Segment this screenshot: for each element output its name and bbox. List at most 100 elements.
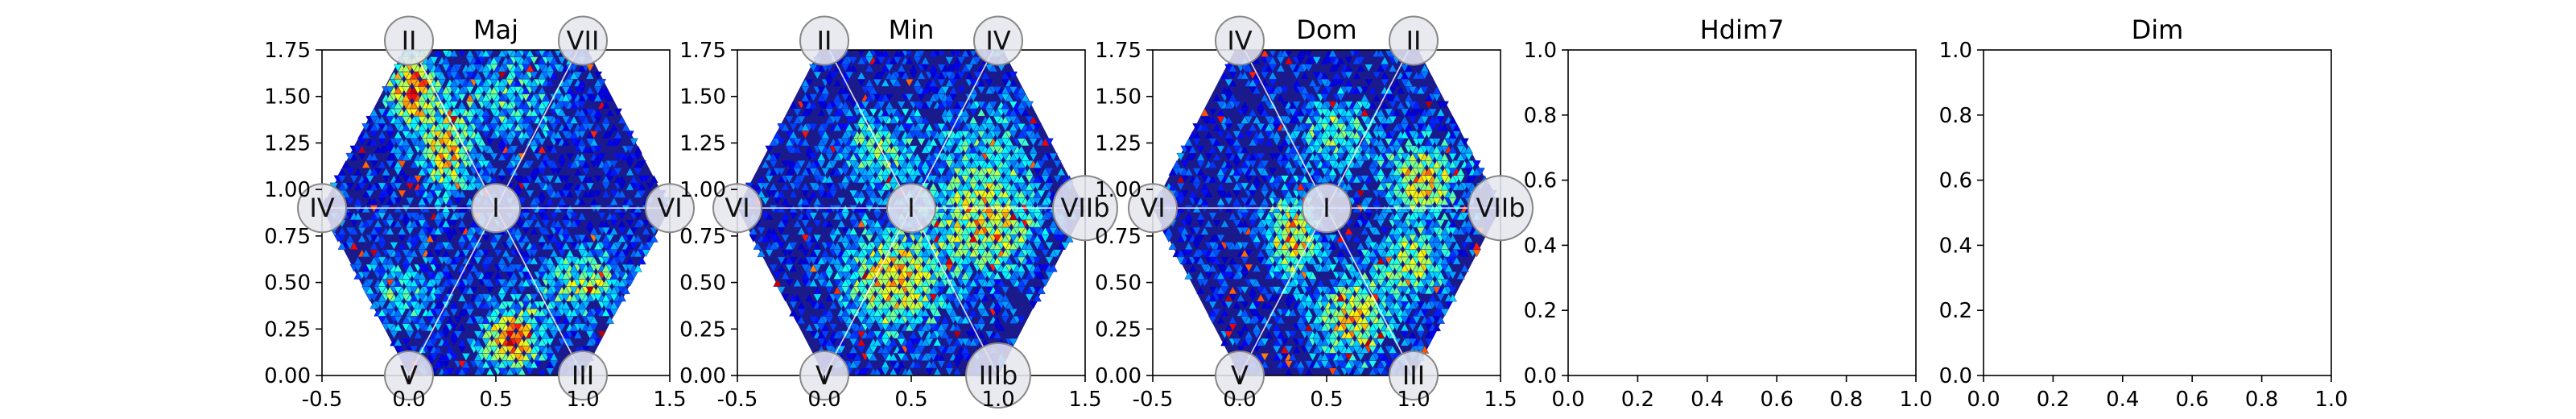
y-tick-label: 1.75: [679, 39, 726, 63]
heatmap-cell: [1045, 242, 1054, 251]
heatmap-cell: [409, 249, 419, 258]
heatmap-cell: [605, 93, 614, 102]
heatmap-cell: [909, 330, 918, 339]
heatmap-cell: [976, 330, 986, 339]
heatmap-cell: [469, 286, 479, 295]
heatmap-cell: [453, 64, 463, 73]
heatmap-cell: [1308, 271, 1318, 280]
heatmap-cell: [1037, 286, 1046, 295]
heatmap-cell: [545, 197, 555, 205]
heatmap-cell: [565, 152, 575, 161]
heatmap-cell: [805, 78, 814, 87]
heatmap-cell: [457, 219, 467, 228]
y-tick-label: 1.75: [264, 39, 311, 63]
heatmap-cell: [909, 64, 918, 73]
heatmap-cell: [813, 234, 822, 243]
chord-node-circle: [384, 15, 434, 66]
heatmap-cell: [561, 226, 571, 235]
heatmap-cell: [793, 293, 802, 302]
heatmap-cell: [405, 323, 415, 332]
heatmap-cell: [1324, 256, 1333, 265]
heatmap-cell: [828, 182, 838, 191]
heatmap-cell: [873, 205, 882, 213]
heatmap-cell: [457, 101, 467, 110]
x-tick-label: 0.0: [392, 388, 425, 412]
chord-node-label: II: [817, 25, 832, 56]
heatmap-cell: [1292, 286, 1302, 295]
heatmap-cell: [549, 71, 559, 80]
y-tick-label: 0.25: [264, 317, 311, 342]
heatmap-cell: [869, 352, 878, 361]
heatmap-cell: [913, 108, 922, 117]
heatmap-cell: [793, 219, 802, 228]
heatmap-cell: [345, 182, 355, 191]
heatmap-cell: [1049, 152, 1058, 161]
heatmap-cell: [561, 301, 571, 309]
heatmap-cell: [589, 226, 599, 235]
heatmap-cell: [905, 93, 914, 102]
heatmap-cell: [840, 101, 850, 110]
x-tick-label: 0.5: [894, 388, 927, 412]
heatmap-cell: [777, 205, 786, 213]
heatmap-cell: [960, 345, 970, 354]
heatmap-cell: [510, 271, 518, 280]
heatmap-cell: [1252, 323, 1261, 332]
heatmap-cell: [353, 212, 363, 221]
chord-node-label: I: [492, 193, 499, 223]
heatmap-cell: [609, 122, 618, 131]
heatmap-cell: [530, 226, 539, 235]
heatmap-cell: [1220, 308, 1229, 317]
heatmap-cell: [337, 226, 347, 235]
heatmap-cell: [1460, 263, 1469, 272]
heatmap-cell: [1025, 242, 1034, 250]
heatmap-cell: [549, 160, 559, 168]
heatmap-cell: [394, 205, 402, 213]
heatmap-cell: [353, 168, 363, 176]
heatmap-cell: [378, 115, 386, 124]
heatmap-cell: [832, 78, 842, 87]
heatmap-cell: [1232, 301, 1241, 309]
heatmap-cell: [382, 316, 390, 324]
heatmap-cell: [549, 234, 559, 243]
heatmap-cell: [781, 234, 790, 243]
heatmap-cell: [809, 189, 818, 198]
chord-node-label: VI: [724, 193, 749, 223]
heatmap-cell: [964, 263, 974, 272]
heatmap-cell: [1260, 316, 1269, 324]
heatmap-cell: [953, 367, 962, 375]
heatmap-cell: [852, 352, 862, 361]
heatmap-cell: [458, 50, 466, 57]
heatmap-cell: [510, 145, 518, 154]
heatmap-cell: [609, 197, 618, 205]
heatmap-cell: [773, 279, 782, 287]
heatmap-cell: [425, 249, 435, 258]
heatmap-cell: [386, 212, 394, 221]
heatmap-cell: [557, 197, 567, 205]
heatmap-cell: [869, 85, 878, 94]
heatmap-cell: [941, 316, 950, 324]
heatmap-cell: [473, 338, 483, 346]
heatmap-cell: [429, 256, 439, 265]
heatmap-cell: [1045, 138, 1054, 147]
heatmap-cell: [1017, 175, 1026, 184]
y-tick-label: 1.50: [264, 85, 311, 110]
heatmap-cell: [817, 301, 826, 309]
chord-node-circle: [799, 15, 849, 66]
heatmap-cell: [885, 93, 894, 102]
heatmap-cell: [549, 56, 559, 64]
heatmap-cell: [565, 205, 575, 213]
radial-line: [495, 207, 584, 375]
heatmap-cell: [1057, 168, 1066, 176]
heatmap-cell: [933, 145, 942, 154]
heatmap-cell: [753, 242, 762, 250]
heatmap-cell: [976, 108, 986, 117]
heatmap-cell: [893, 108, 902, 117]
heatmap-cell: [593, 175, 603, 184]
heatmap-cell: [1001, 101, 1010, 110]
heatmap-cell: [457, 293, 467, 302]
heatmap-cell: [968, 115, 978, 124]
heatmap-cell: [581, 115, 591, 124]
heatmap-cell: [469, 101, 479, 110]
heatmap-cell: [526, 189, 535, 198]
heatmap-cell: [913, 360, 922, 369]
